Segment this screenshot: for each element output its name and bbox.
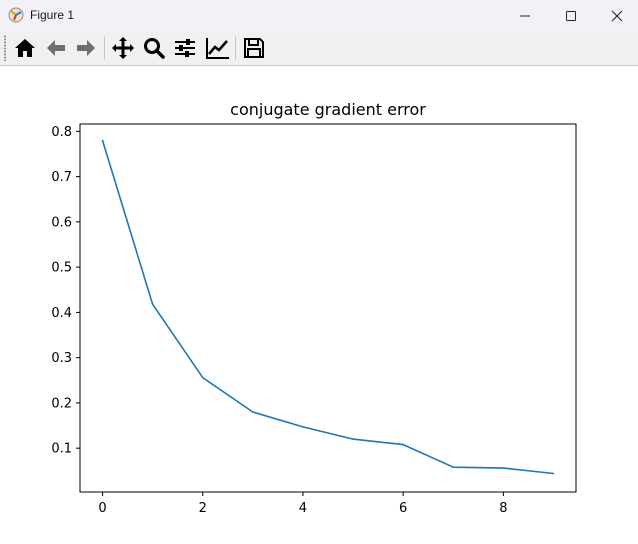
x-tick-label: 0 xyxy=(98,501,106,516)
chart-line-icon xyxy=(206,38,229,59)
axes-frame xyxy=(79,123,577,493)
line-chart: conjugate gradient error 0.1 0.2 0.3 0.4 0.5 0… xyxy=(51,100,577,516)
data-point xyxy=(352,438,354,440)
x-tick-label: 4 xyxy=(299,501,307,516)
data-point xyxy=(502,467,505,469)
toolbar-separator xyxy=(235,36,236,60)
data-point xyxy=(101,139,104,142)
close-icon xyxy=(611,10,623,22)
subplots-button[interactable] xyxy=(172,36,198,60)
y-tick-label: 0.6 xyxy=(51,215,72,230)
y-tick-label: 0.2 xyxy=(51,396,72,411)
y-tick-label: 0.1 xyxy=(51,442,72,457)
data-point xyxy=(452,466,455,468)
series-line xyxy=(101,140,554,475)
save-button[interactable] xyxy=(241,36,267,60)
window-titlebar: Figure 1 xyxy=(0,0,638,31)
home-icon xyxy=(15,39,35,57)
back-button[interactable] xyxy=(43,36,69,60)
data-point xyxy=(402,443,404,446)
window-title: Figure 1 xyxy=(30,8,75,22)
magnifier-icon xyxy=(144,38,165,59)
forward-button[interactable] xyxy=(73,36,99,60)
arrow-right-icon xyxy=(77,40,95,56)
pan-button[interactable] xyxy=(110,36,136,60)
y-tick-label: 0.8 xyxy=(51,125,72,140)
data-point xyxy=(552,472,555,475)
close-button[interactable] xyxy=(594,0,638,31)
maximize-icon xyxy=(566,11,576,21)
data-point xyxy=(252,411,254,413)
y-tick-label: 0.5 xyxy=(51,261,72,276)
sliders-icon xyxy=(175,39,195,57)
navigation-toolbar xyxy=(0,31,638,66)
home-button[interactable] xyxy=(12,36,38,60)
x-tick-label: 6 xyxy=(399,501,407,516)
maximize-button[interactable] xyxy=(548,0,594,31)
minimize-button[interactable] xyxy=(502,0,548,31)
minimize-icon xyxy=(520,15,530,17)
y-tick-label: 0.4 xyxy=(51,306,72,321)
data-point xyxy=(151,303,154,306)
move-icon xyxy=(112,37,134,59)
arrow-left-icon xyxy=(47,40,65,56)
customize-button[interactable] xyxy=(204,36,230,60)
y-tick-label: 0.7 xyxy=(51,170,72,185)
floppy-disk-icon xyxy=(244,38,264,58)
toolbar-grip[interactable] xyxy=(4,35,6,61)
data-point xyxy=(302,426,304,428)
toolbar-separator xyxy=(104,36,105,60)
zoom-button[interactable] xyxy=(141,36,167,60)
matplotlib-icon xyxy=(8,7,24,23)
data-point xyxy=(201,376,204,379)
y-tick-label: 0.3 xyxy=(51,351,72,366)
x-tick-label: 8 xyxy=(499,501,507,516)
x-tick-label: 2 xyxy=(199,501,207,516)
figure-canvas[interactable]: conjugate gradient error 0.1 0.2 0.3 0.4 0.5 0… xyxy=(0,66,638,544)
chart-title: conjugate gradient error xyxy=(230,100,426,119)
